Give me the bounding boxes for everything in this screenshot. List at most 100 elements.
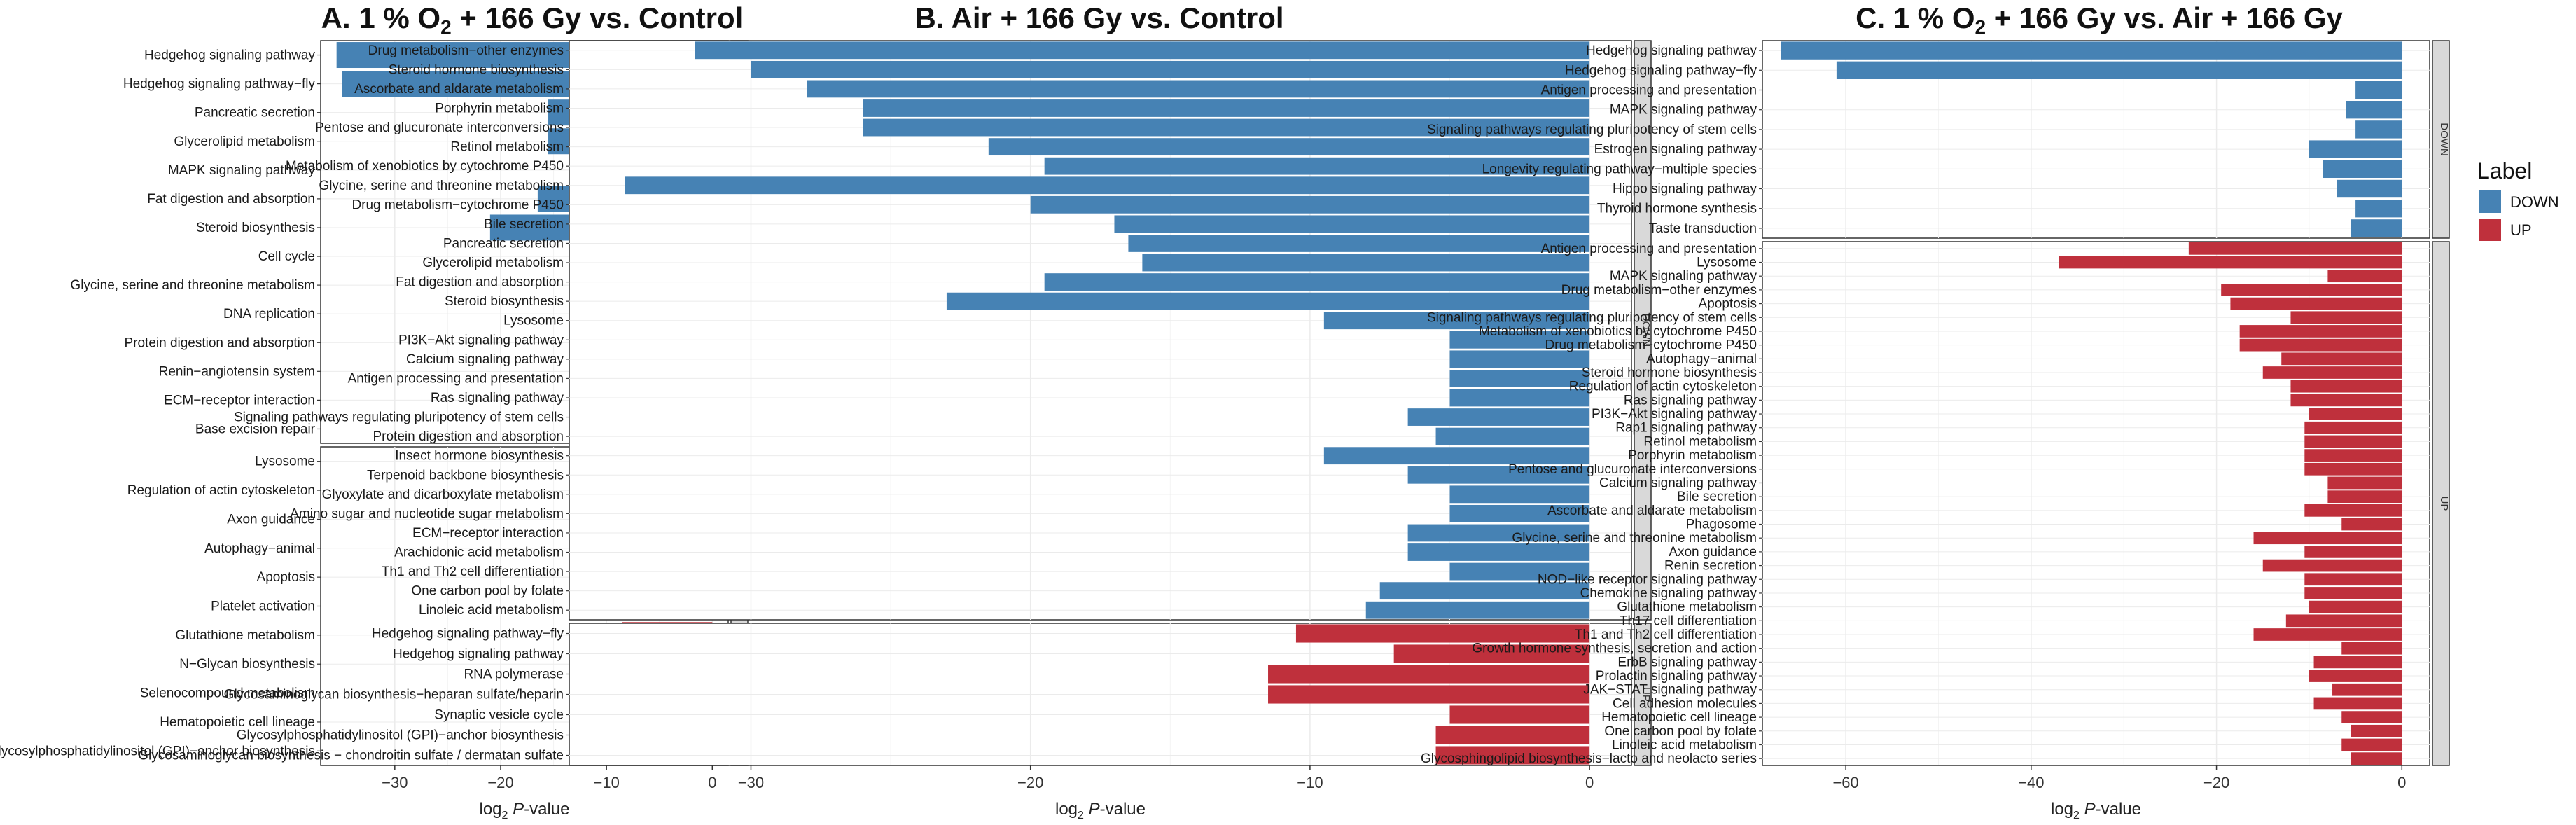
bar-up xyxy=(2341,518,2402,531)
bar-up xyxy=(2313,697,2402,710)
category-label: Estrogen signaling pathway xyxy=(1594,142,1757,157)
bar-up xyxy=(2281,352,2402,366)
category-label: Drug metabolism−cytochrome P450 xyxy=(351,197,564,212)
bar-up xyxy=(2221,284,2402,296)
bar-down xyxy=(751,60,1590,78)
category-label: Regulation of actin cytoskeleton xyxy=(1569,380,1757,394)
bar-down xyxy=(1449,485,1590,504)
category-label: Thyroid hormone synthesis xyxy=(1597,202,1757,216)
bar-down xyxy=(625,176,1590,195)
category-label: Fat digestion and absorption xyxy=(147,192,315,207)
bar-up xyxy=(2332,683,2402,696)
category-label: Amino sugar and nucleotide sugar metabol… xyxy=(290,506,564,521)
bar-up xyxy=(2262,559,2402,572)
panel-title: A. 1 % O2 + 166 Gy vs. Control xyxy=(321,1,744,38)
category-label: ECM−receptor interaction xyxy=(164,393,315,408)
category-label: Hippo signaling pathway xyxy=(1613,182,1757,197)
bar-down xyxy=(1449,331,1590,349)
bar-down xyxy=(2355,200,2402,218)
facet-down: Drug metabolism−other enzymes Steroid hor… xyxy=(234,40,1652,621)
category-label: Antigen processing and presentation xyxy=(348,371,564,386)
bar-up xyxy=(2351,752,2402,765)
bar-down xyxy=(2323,160,2402,178)
bar-down xyxy=(946,292,1590,310)
category-label: MAPK signaling pathway xyxy=(1610,103,1757,118)
bar-down xyxy=(1044,157,1590,175)
category-label: Glutathione metabolism xyxy=(1617,600,1757,615)
x-axis-label: log2 P-value xyxy=(1055,800,1146,821)
category-label: Hedgehog signaling pathway−fly xyxy=(372,627,564,642)
bar-down xyxy=(1407,524,1590,542)
bar-down xyxy=(1449,562,1590,581)
bar-up xyxy=(2230,297,2402,310)
bar-up xyxy=(2351,724,2402,737)
category-label: Signaling pathways regulating pluripoten… xyxy=(1427,123,1757,137)
category-label: Pancreatic secretion xyxy=(195,106,315,120)
bar-up xyxy=(1268,685,1590,704)
bar-up xyxy=(1295,624,1590,643)
bar-down xyxy=(1449,504,1590,522)
bar-up xyxy=(1268,665,1590,684)
facet-up: Hedgehog signaling pathway−fly Hedgehog s… xyxy=(138,623,1652,766)
category-label: Hematopoietic cell lineage xyxy=(160,715,315,730)
facet-strip-label: DOWN xyxy=(2438,123,2450,156)
legend-swatch-down xyxy=(2479,190,2501,213)
bar-up xyxy=(2327,270,2402,283)
category-label: Signaling pathways regulating pluripoten… xyxy=(1427,310,1757,325)
category-label: Antigen processing and presentation xyxy=(1541,83,1757,98)
category-label: Renin secretion xyxy=(1664,559,1757,574)
bar-up xyxy=(2327,490,2402,504)
category-label: Steroid biosynthesis xyxy=(196,221,315,235)
category-label: Lysosome xyxy=(255,455,315,469)
bar-up xyxy=(2341,642,2402,655)
panel-3: C. 1 % O2 + 166 Gy vs. Air + 166 GyHedge… xyxy=(1421,1,2450,821)
category-label: Th17 cell differentiation xyxy=(1620,613,1757,628)
bar-up xyxy=(1449,705,1590,724)
x-tick-label: −10 xyxy=(1297,774,1323,791)
bar-down xyxy=(1407,408,1590,426)
bar-down xyxy=(1128,235,1590,252)
category-label: Fat digestion and absorption xyxy=(396,275,564,290)
bar-up xyxy=(2304,435,2402,448)
facet-strip xyxy=(2432,40,2450,239)
facet-up: Antigen processing and presentationLysos… xyxy=(1421,241,2450,766)
category-label: Apoptosis xyxy=(1699,297,1757,312)
category-label: MAPK signaling pathway xyxy=(1610,269,1757,284)
bar-down xyxy=(1142,254,1590,272)
category-label: Retinol metabolism xyxy=(450,140,564,155)
bar-down xyxy=(863,118,1590,137)
legend: Label DOWN UP xyxy=(2477,158,2559,241)
category-label: Pentose and glucuronate interconversions xyxy=(315,120,564,135)
x-tick-label: 0 xyxy=(2397,774,2406,791)
category-label: Drug metabolism−other enzymes xyxy=(368,43,564,58)
panel-2: B. Air + 166 Gy vs. Control Drug metaboli… xyxy=(138,1,1652,821)
category-label: Signaling pathways regulating pluripoten… xyxy=(234,410,564,425)
bar-up xyxy=(2327,476,2402,490)
bar-down xyxy=(1781,41,2402,60)
category-label: Glycerolipid metabolism xyxy=(174,134,315,149)
category-label: Pentose and glucuronate interconversions xyxy=(1508,462,1757,477)
panel-title: C. 1 % O2 + 166 Gy vs. Air + 166 Gy xyxy=(1856,1,2343,38)
bar-down xyxy=(1407,543,1590,561)
bar-up xyxy=(2304,504,2402,517)
bar-down xyxy=(1114,215,1590,233)
category-label: Chemokine signaling pathway xyxy=(1580,586,1757,601)
category-label: NOD−like receptor signaling pathway xyxy=(1538,572,1757,587)
x-tick-label: −20 xyxy=(2203,774,2229,791)
category-label: Linoleic acid metabolism xyxy=(419,603,564,618)
category-label: Bile secretion xyxy=(1677,490,1757,504)
x-tick-label: −10 xyxy=(593,774,619,791)
category-label: Cell cycle xyxy=(258,249,315,264)
bar-down xyxy=(2355,81,2402,99)
category-label: Steroid hormone biosynthesis xyxy=(389,62,564,77)
legend-label: UP xyxy=(2510,221,2532,239)
x-axis-label: log2 P-value xyxy=(2051,800,2141,821)
category-label: Synaptic vesicle cycle xyxy=(434,708,564,723)
bar-down xyxy=(2351,219,2402,237)
bar-down xyxy=(1365,601,1590,619)
bar-down xyxy=(1449,370,1590,387)
bar-down xyxy=(2346,101,2402,119)
bar-up xyxy=(2290,394,2402,407)
category-label: Terpenoid backbone biosynthesis xyxy=(367,468,564,483)
facet-panel xyxy=(569,40,1632,621)
